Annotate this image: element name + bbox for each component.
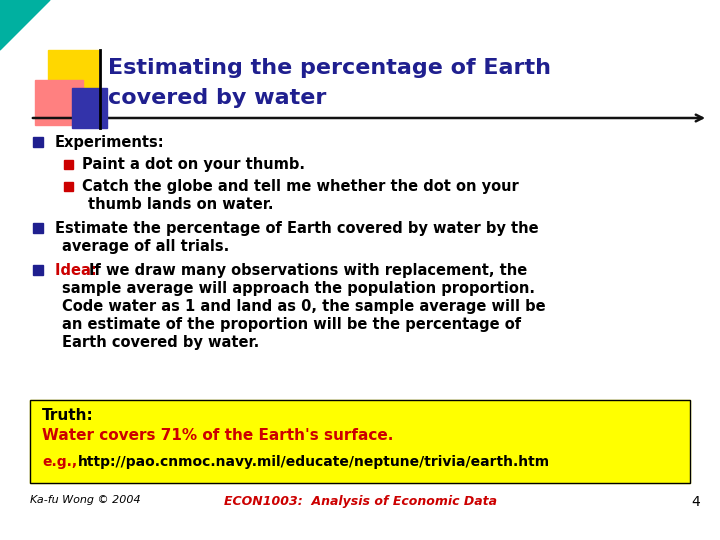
Bar [63,159,73,168]
Text: 4: 4 [691,495,700,509]
Bar [48,50,98,105]
Text: Experiments:: Experiments: [55,135,165,150]
Text: covered by water: covered by water [108,88,326,108]
Polygon shape [0,0,50,50]
Bar [30,400,690,483]
Text: Idea:: Idea: [55,263,102,278]
Bar [33,223,43,233]
Bar [35,80,83,125]
Text: an estimate of the proportion will be the percentage of: an estimate of the proportion will be th… [62,317,521,332]
Text: thumb lands on water.: thumb lands on water. [88,197,274,212]
Text: Code water as 1 and land as 0, the sample average will be: Code water as 1 and land as 0, the sampl… [62,299,546,314]
Text: Truth:: Truth: [42,408,94,423]
Bar [63,181,73,191]
Text: Earth covered by water.: Earth covered by water. [62,335,259,350]
Bar [33,265,43,275]
Text: sample average will approach the population proportion.: sample average will approach the populat… [62,281,535,296]
Text: Ka-fu Wong © 2004: Ka-fu Wong © 2004 [30,495,140,505]
Text: If we draw many observations with replacement, the: If we draw many observations with replac… [89,263,527,278]
Bar [72,88,107,128]
Text: http://pao.cnmoc.navy.mil/educate/neptune/trivia/earth.htm: http://pao.cnmoc.navy.mil/educate/neptun… [78,455,550,469]
Bar [33,137,43,147]
Text: Water covers 71% of the Earth's surface.: Water covers 71% of the Earth's surface. [42,428,393,443]
Text: ECON1003:  Analysis of Economic Data: ECON1003: Analysis of Economic Data [223,495,497,508]
Text: e.g.,: e.g., [42,455,77,469]
Bar [30,400,690,483]
Text: Catch the globe and tell me whether the dot on your: Catch the globe and tell me whether the … [82,179,518,194]
Text: average of all trials.: average of all trials. [62,239,229,254]
Text: Paint a dot on your thumb.: Paint a dot on your thumb. [82,157,305,172]
Text: Estimating the percentage of Earth: Estimating the percentage of Earth [108,58,551,78]
Text: Estimate the percentage of Earth covered by water by the: Estimate the percentage of Earth covered… [55,221,539,236]
